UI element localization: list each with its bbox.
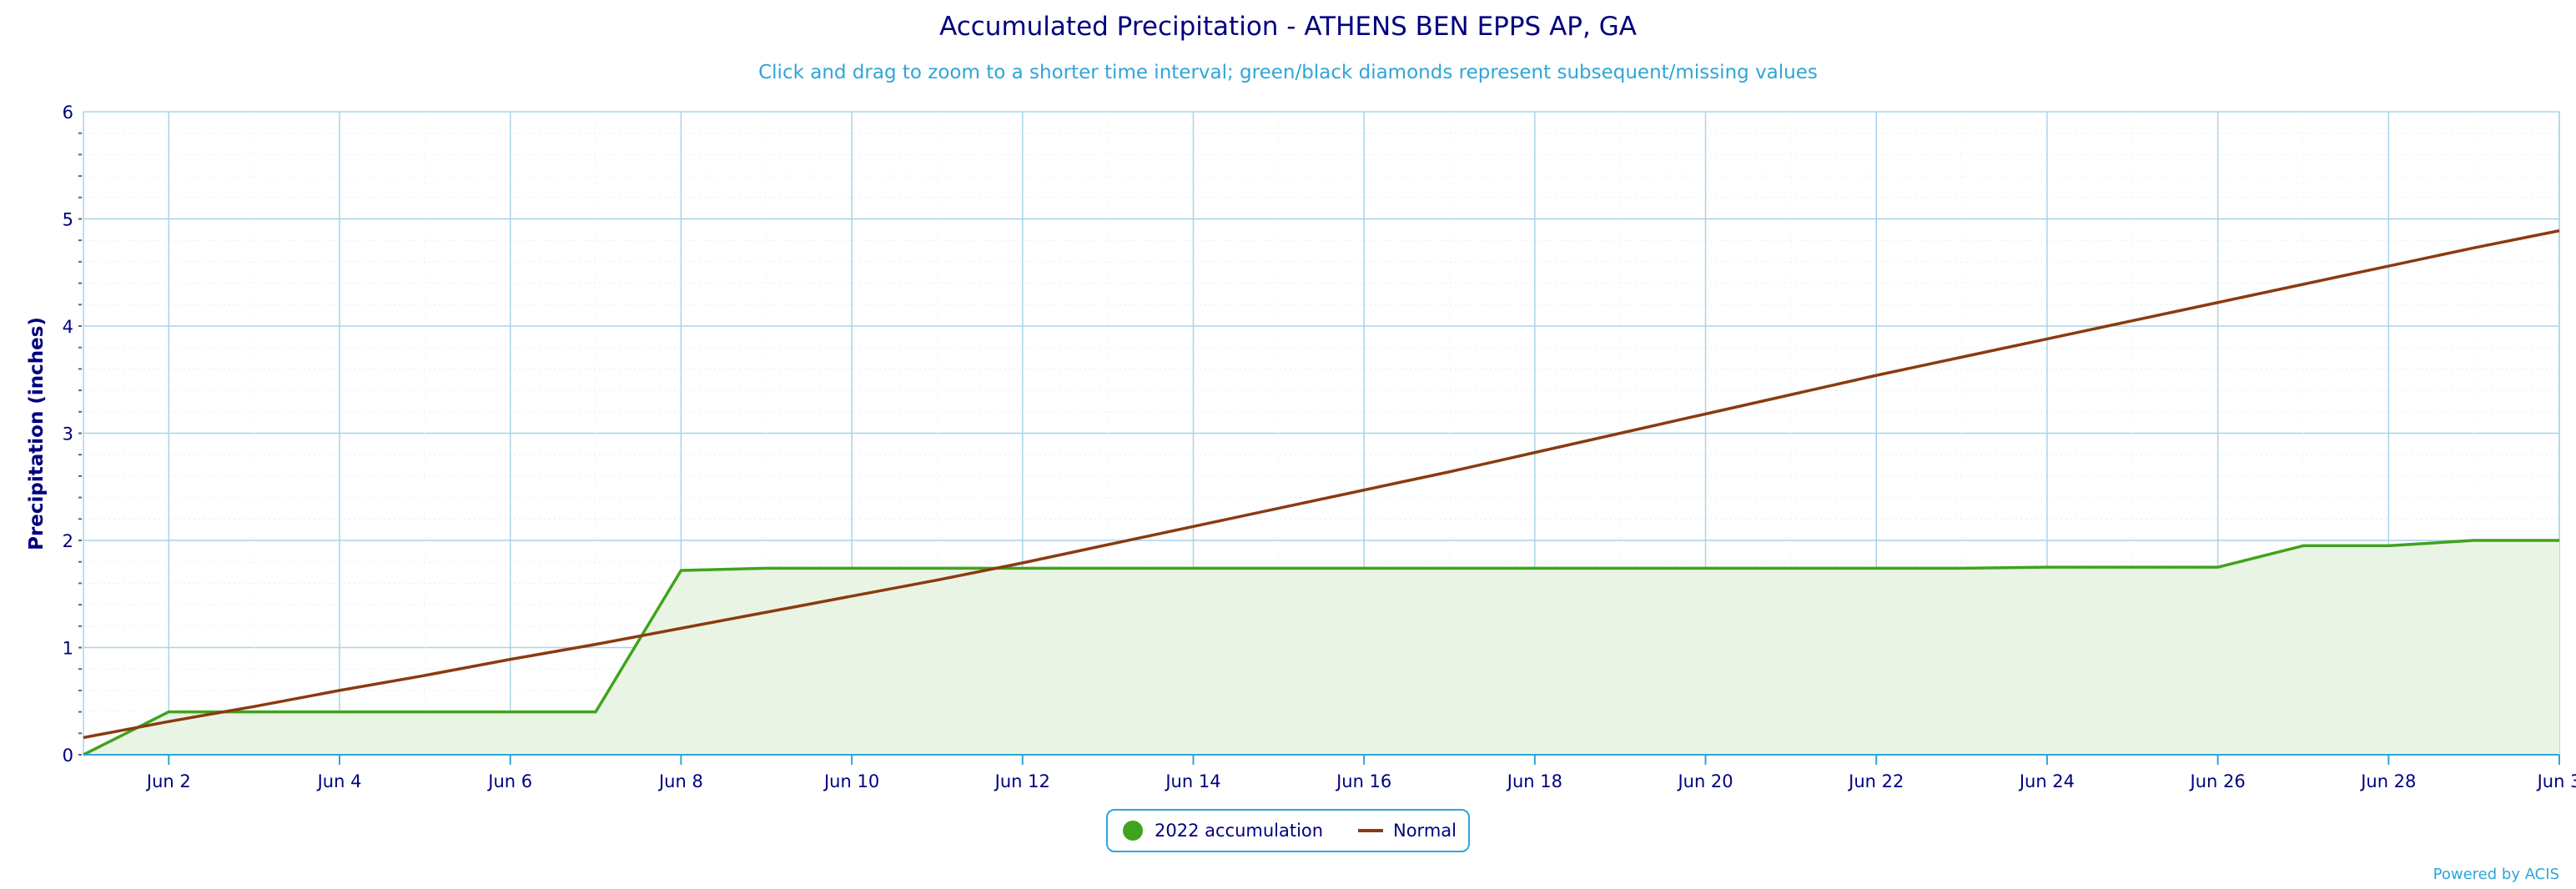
x-tick-label: Jun 28	[2359, 771, 2416, 791]
x-tick-label: Jun 18	[1506, 771, 1562, 791]
x-tick-label: Jun 14	[1164, 771, 1220, 791]
legend-marker-accumulation	[1123, 821, 1143, 841]
x-tick-label: Jun 4	[316, 771, 362, 791]
y-tick-label: 1	[63, 639, 73, 659]
x-tick-label: Jun 26	[2189, 771, 2246, 791]
legend-item-accumulation[interactable]: 2022 accumulation	[1123, 811, 1323, 851]
chart-subtitle: Click and drag to zoom to a shorter time…	[758, 62, 1818, 83]
accumulation-line	[83, 539, 2559, 756]
y-tick-label: 6	[63, 103, 73, 123]
y-tick-label: 3	[63, 424, 73, 444]
y-tick-label: 5	[63, 210, 73, 230]
x-tick-label: Jun 12	[994, 771, 1050, 791]
y-tick-label: 4	[63, 317, 73, 337]
accumulation-area	[83, 540, 2559, 755]
x-tick-label: Jun 8	[657, 771, 703, 791]
legend-item-normal[interactable]: Normal	[1358, 811, 1457, 851]
x-tick-label: Jun 24	[2018, 771, 2075, 791]
normal-line	[83, 229, 2560, 740]
legend-label-accumulation: 2022 accumulation	[1155, 821, 1324, 841]
x-tick-label: Jun 2	[145, 771, 191, 791]
legend-marker-normal	[1358, 829, 1383, 832]
chart-title: Accumulated Precipitation - ATHENS BEN E…	[939, 12, 1637, 42]
x-tick-label: Jun 3	[2536, 771, 2576, 791]
x-tick-label: Jun 6	[486, 771, 532, 791]
y-tick-label: 0	[63, 746, 73, 766]
x-tick-label: Jun 22	[1847, 771, 1904, 791]
x-tick-label: Jun 16	[1335, 771, 1391, 791]
y-tick-label: 2	[63, 531, 73, 551]
x-tick-label: Jun 10	[823, 771, 879, 791]
chart-legend: 2022 accumulation Normal	[1106, 809, 1470, 852]
credits-link[interactable]: Powered by ACIS	[2433, 866, 2559, 883]
legend-label-normal: Normal	[1393, 821, 1457, 841]
x-tick-label: Jun 20	[1676, 771, 1733, 791]
